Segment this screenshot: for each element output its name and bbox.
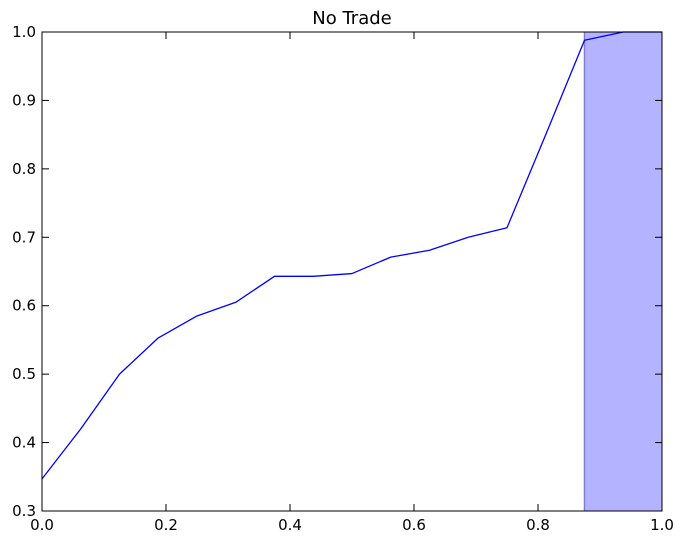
y-tick-label: 0.3 — [12, 502, 36, 520]
y-tick-label: 0.6 — [12, 297, 36, 315]
y-tick-label: 0.8 — [12, 160, 36, 178]
x-tick-label: 0.0 — [30, 516, 54, 534]
x-tick-label: 0.8 — [526, 516, 550, 534]
ticks-layer: 0.0 0.2 0.4 0.6 0.8 1.0 0.3 0.4 0.5 0.6 0.7 0.8 0.9 1… — [12, 23, 674, 534]
series-line-0 — [41, 31, 662, 480]
x-tick-label: 0.4 — [278, 516, 302, 534]
x-tick-label: 0.2 — [154, 516, 178, 534]
y-tick-label: 0.7 — [12, 228, 36, 246]
chart-title: No Trade — [312, 8, 391, 29]
plot-frame — [41, 31, 663, 512]
shaded-region — [584, 32, 662, 511]
x-tick-label: 1.0 — [650, 516, 674, 534]
x-tick-label: 0.6 — [402, 516, 426, 534]
y-tick-label: 0.4 — [12, 434, 36, 452]
shaded-region-layer — [583, 32, 662, 511]
series-layer — [41, 31, 662, 480]
y-tick-label: 0.5 — [12, 365, 36, 383]
y-tick-label: 1.0 — [12, 23, 36, 41]
y-tick-label: 0.9 — [12, 91, 36, 109]
